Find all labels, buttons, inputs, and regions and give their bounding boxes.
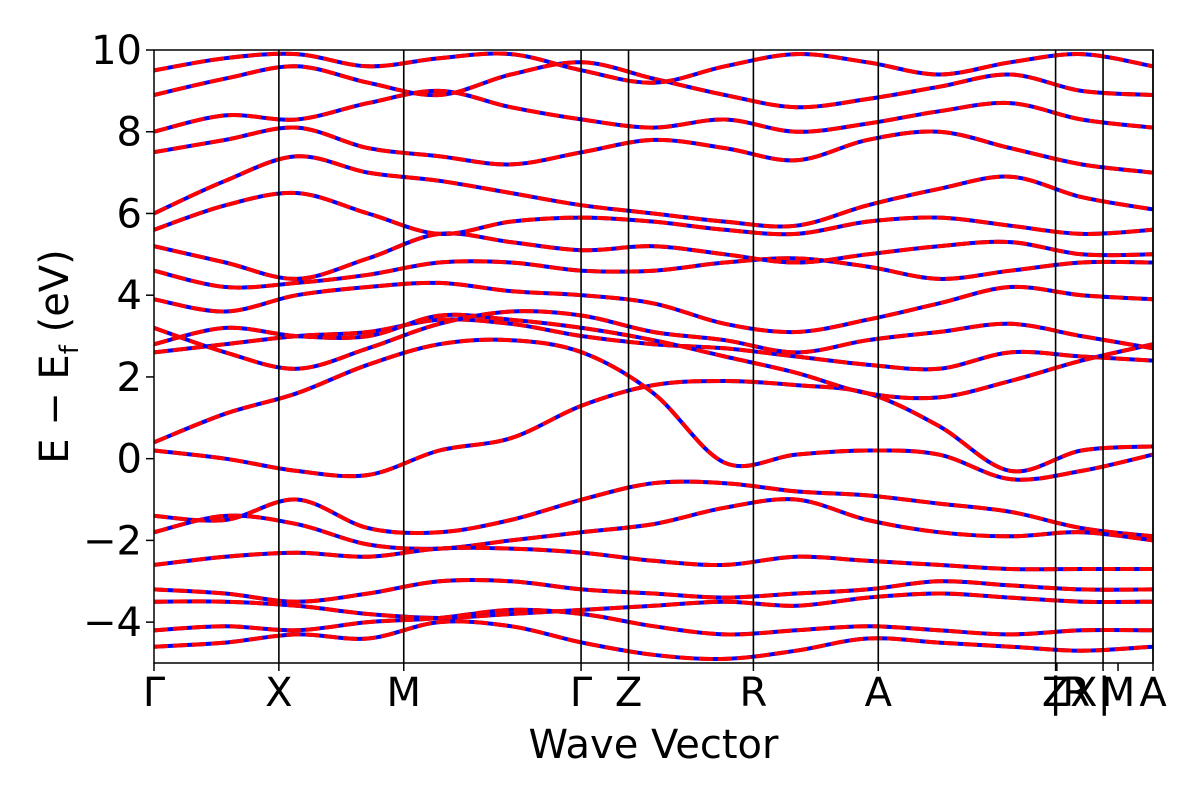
y-tick-label: 0 (117, 437, 142, 483)
band-line-11-dashed (154, 309, 1153, 371)
band-line-18-dashed (154, 88, 1153, 134)
x-tick-label: A (865, 670, 893, 716)
x-tick-label: A (1139, 670, 1167, 716)
x-tick-label: M (1101, 670, 1136, 716)
x-tick-label: R (740, 670, 768, 716)
band-line-15-solid (154, 190, 1153, 237)
y-axis-label: E − Ef (eV) (32, 249, 85, 464)
x-tick-label: Γ (143, 670, 166, 716)
x-tick-label: Γ (570, 670, 593, 716)
y-tick-label: −2 (83, 518, 142, 564)
band-line-19-solid (154, 60, 1153, 110)
y-axis-label-unit: (eV) (32, 249, 78, 345)
x-tick-label: M (386, 670, 421, 716)
band-line-5-dashed (154, 577, 1153, 604)
x-tick-label: X| (1070, 670, 1111, 716)
y-tick-label: 10 (91, 28, 142, 74)
band-line-20-dashed (154, 51, 1153, 85)
x-axis-label: Wave Vector (529, 722, 780, 768)
x-tick-label: |R (1049, 670, 1090, 716)
band-line-8-dashed (154, 619, 1153, 662)
band-line-3-dashed (154, 497, 1153, 551)
y-axis-label-main: E − E (32, 354, 78, 464)
band-line-19-dashed (154, 60, 1153, 110)
plot-frame (153, 49, 1154, 664)
band-line-17-dashed (154, 125, 1153, 175)
band-line-0-dashed (154, 378, 1153, 479)
band-line-14-solid (154, 231, 1153, 281)
band-line-7-solid (154, 607, 1153, 637)
band-line-2-dashed (154, 479, 1153, 539)
band-line-4-solid (154, 545, 1153, 572)
band-line-9-dashed (154, 317, 1153, 372)
x-tick-label: Z (1042, 670, 1069, 716)
band-line-7-dashed (154, 607, 1153, 637)
band-line-13-dashed (154, 256, 1153, 290)
band-lines (154, 51, 1153, 662)
y-tick-label: 8 (117, 110, 142, 156)
band-line-18-solid (154, 88, 1153, 134)
band-line-16-solid (154, 154, 1153, 229)
high-symmetry-lines (278, 50, 1154, 663)
band-line-12-dashed (154, 280, 1153, 335)
band-line-4-dashed (154, 545, 1153, 572)
x-tick-label: X (265, 670, 292, 716)
y-tick-label: −4 (83, 600, 142, 646)
x-axis-ticks: Γ X M Γ Z R A Z|RX|M A (143, 663, 1167, 716)
band-line-1-solid (154, 337, 1153, 482)
y-tick-label: 2 (117, 355, 142, 401)
band-line-17-solid (154, 125, 1153, 175)
band-line-1-dashed (154, 337, 1153, 482)
x-tick-label: Z (615, 670, 642, 716)
y-tick-label: 4 (117, 273, 142, 319)
band-line-10-dashed (154, 312, 1153, 401)
y-axis-ticks: −4 −2 0 2 4 6 8 10 (83, 28, 154, 646)
band-line-6-dashed (154, 591, 1153, 621)
y-axis-label-subscript: f (55, 344, 85, 354)
y-tick-label: 6 (117, 191, 142, 237)
band-line-16-dashed (154, 154, 1153, 229)
